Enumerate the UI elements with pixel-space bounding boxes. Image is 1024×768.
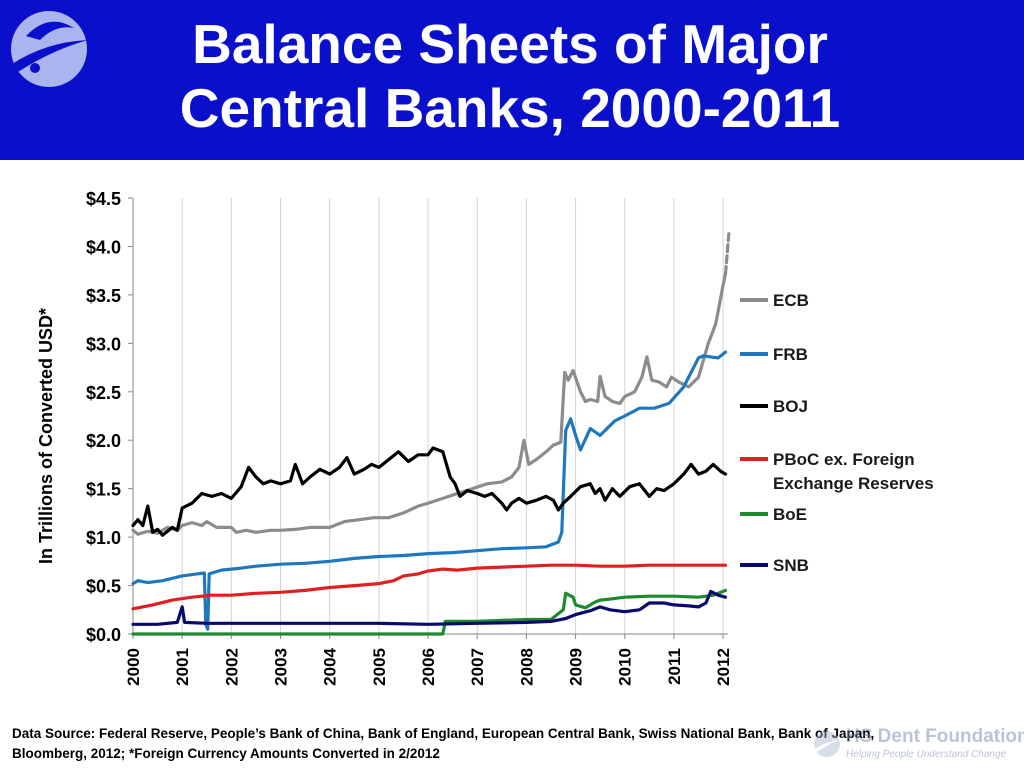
data-source-note: Data Source: Federal Reserve, People’s B… (12, 726, 875, 761)
legend-label: BoE (773, 505, 807, 524)
title-line-2: Central Banks, 2000-2011 (179, 77, 841, 139)
x-tick-label: 2000 (124, 648, 143, 686)
legend-label: BOJ (773, 397, 808, 416)
watermark-name: HS Dent Foundation (846, 726, 1024, 747)
page-title: Balance Sheets of Major Central Banks, 2… (100, 12, 920, 140)
series-line-ecb-projected (723, 230, 731, 276)
y-tick-label: $3.5 (86, 286, 121, 306)
y-tick-label: $4.5 (86, 189, 121, 209)
watermark: HS Dent Foundation Helping People Unders… (812, 724, 1024, 764)
watermark-logo-icon (814, 731, 840, 757)
y-tick-label: $0.0 (86, 625, 121, 645)
x-tick-label: 2006 (419, 648, 438, 686)
series-line-boj (131, 446, 728, 537)
x-tick-label: 2010 (616, 648, 635, 686)
series-line-frb (131, 350, 728, 631)
y-tick-label: $0.5 (86, 577, 121, 597)
y-tick-label: $1.0 (86, 528, 121, 548)
foundation-logo-icon (11, 11, 88, 87)
legend-label: SNB (773, 556, 809, 575)
legend-label: PBoC ex. Foreign (773, 450, 915, 469)
chart-area: $0.0 $0.5 $1.0 $1.5 $2.0 $2.5 $3.0 $3.5 $4.0 $4.5… (0, 160, 1024, 720)
x-tick-label: 2012 (714, 648, 733, 686)
x-tick-label: 2003 (271, 648, 290, 686)
legend-label: ECB (773, 291, 809, 310)
y-tick-label: $1.5 (86, 480, 121, 500)
y-tick-label: $3.0 (86, 334, 121, 354)
watermark-tagline: Helping People Understand Change (846, 749, 1007, 760)
x-tick-label: 2004 (321, 647, 340, 685)
y-tick-label: $2.5 (86, 383, 121, 403)
x-tick-label: 2002 (222, 648, 241, 686)
legend-label: FRB (773, 345, 808, 364)
title-line-1: Balance Sheets of Major (192, 13, 828, 75)
series-line-boe (131, 588, 728, 636)
series-line-snb (131, 589, 728, 626)
title-banner: Balance Sheets of Major Central Banks, 2… (0, 0, 1024, 160)
series-line-pboc-ex-foreign-exchange-reserves (131, 563, 728, 611)
legend-label: Exchange Reserves (773, 474, 934, 493)
x-tick-label: 2001 (173, 648, 192, 686)
x-tick-label: 2009 (567, 648, 586, 686)
y-axis-title: In Trillions of Converted USD* (36, 308, 56, 564)
y-tick-label: $4.0 (86, 237, 121, 257)
x-tick-label: 2011 (665, 648, 684, 685)
x-tick-label: 2007 (468, 648, 487, 686)
y-tick-label: $2.0 (86, 431, 121, 451)
x-tick-label: 2008 (517, 648, 536, 686)
series-line-ecb (131, 272, 728, 536)
x-tick-label: 2005 (370, 648, 389, 686)
balance-sheet-chart: $0.0 $0.5 $1.0 $1.5 $2.0 $2.5 $3.0 $3.5 $4.0 $4.5… (36, 189, 934, 686)
